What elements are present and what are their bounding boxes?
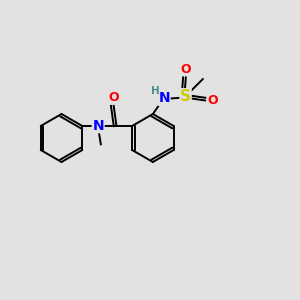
Text: O: O	[181, 63, 191, 76]
Text: N: N	[92, 119, 104, 133]
Text: N: N	[158, 92, 170, 105]
Text: O: O	[108, 91, 119, 104]
Text: S: S	[180, 89, 191, 104]
Text: O: O	[207, 94, 218, 107]
Text: H: H	[151, 85, 159, 96]
